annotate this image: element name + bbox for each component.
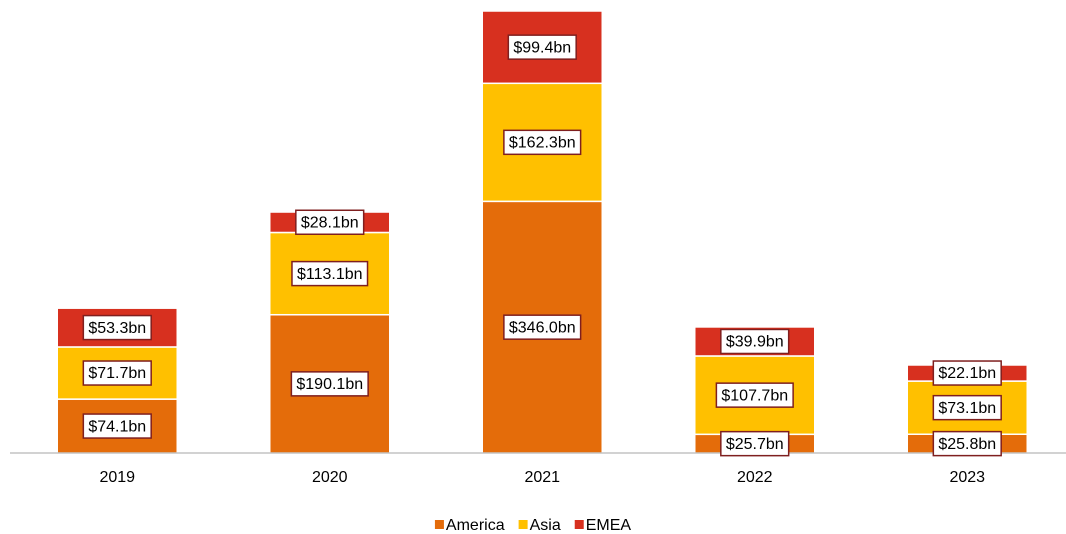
data-label-text: $99.4bn: [513, 39, 571, 56]
data-label-text: $25.8bn: [938, 436, 996, 453]
data-label-text: $28.1bn: [301, 214, 359, 231]
x-tick-label: 2022: [737, 469, 773, 486]
data-label: $190.1bn: [290, 371, 369, 397]
legend-item: EMEA: [574, 517, 632, 534]
data-label-text: $190.1bn: [296, 376, 363, 393]
data-label-box: [507, 34, 577, 60]
data-label-box: [291, 260, 369, 287]
data-label-box: [503, 314, 582, 340]
data-label-box: [82, 413, 152, 439]
data-label-text: $22.1bn: [938, 365, 996, 382]
data-label-text: $39.9bn: [726, 334, 784, 351]
x-tick-label: 2023: [949, 469, 985, 486]
legend-label: America: [446, 517, 505, 534]
data-label: $28.1bn: [295, 209, 365, 236]
data-label-box: [932, 430, 1002, 457]
data-label-box: [82, 360, 152, 386]
data-label: $107.7bn: [715, 382, 794, 408]
data-label: $25.7bn: [720, 430, 790, 457]
data-label-text: $73.1bn: [938, 400, 996, 417]
data-label-text: $25.7bn: [726, 436, 784, 453]
data-label-box: [932, 360, 1002, 386]
data-label: $39.9bn: [720, 328, 790, 355]
data-label: $162.3bn: [503, 129, 582, 156]
legend-label: Asia: [530, 517, 561, 534]
data-label: $22.1bn: [932, 360, 1002, 386]
data-label: $71.7bn: [82, 360, 152, 386]
data-label-text: $74.1bn: [88, 418, 146, 435]
data-label: $99.4bn: [507, 34, 577, 60]
x-tick-label: 2020: [312, 469, 348, 486]
data-label-text: $107.7bn: [721, 387, 788, 404]
data-label-box: [720, 328, 790, 355]
data-label-box: [503, 129, 582, 156]
data-label-box: [295, 209, 365, 236]
x-tick-label: 2019: [99, 469, 135, 486]
data-label-text: $113.1bn: [297, 266, 363, 283]
data-label: $53.3bn: [82, 314, 152, 341]
legend-swatch: [518, 520, 528, 529]
data-label-text: $162.3bn: [509, 135, 576, 152]
data-label-box: [932, 394, 1002, 421]
data-label: $346.0bn: [503, 314, 582, 340]
data-label: $74.1bn: [82, 413, 152, 439]
legend-swatch: [434, 520, 444, 529]
legend-label: EMEA: [586, 517, 632, 534]
data-label: $25.8bn: [932, 430, 1002, 457]
data-label: $113.1bn: [291, 260, 369, 287]
x-tick-label: 2021: [524, 469, 560, 486]
data-label-box: [290, 371, 369, 397]
legend-swatch: [574, 520, 584, 529]
data-label-text: $346.0bn: [509, 319, 576, 336]
data-label-text: $71.7bn: [88, 365, 146, 382]
legend-item: America: [434, 517, 505, 534]
legend-item: Asia: [518, 517, 561, 534]
data-label-box: [715, 382, 794, 408]
data-label-box: [82, 314, 152, 341]
data-label-text: $53.3bn: [88, 320, 146, 337]
data-label-box: [720, 430, 790, 457]
data-label: $73.1bn: [932, 394, 1002, 421]
